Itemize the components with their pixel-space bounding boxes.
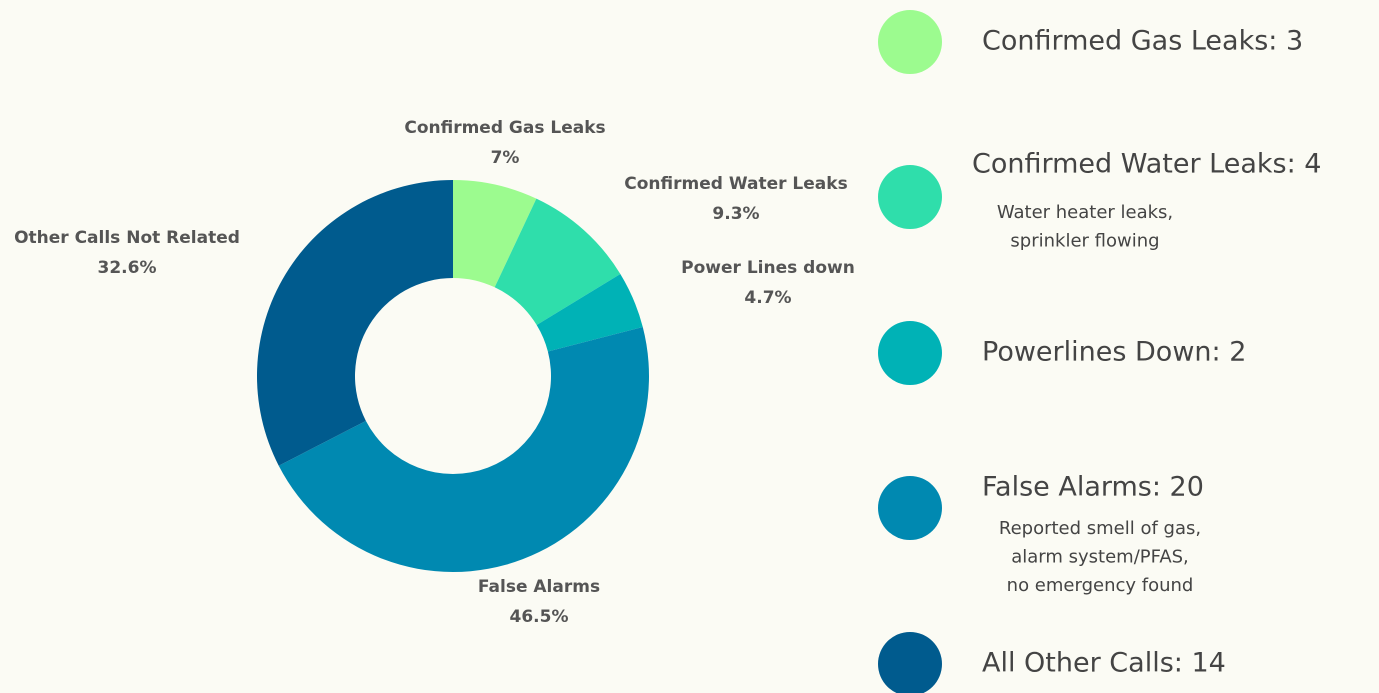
segment-value-label: 9.3% <box>712 204 759 224</box>
segment-label: Confirmed Gas Leaks <box>404 118 605 138</box>
segment-value-label: 32.6% <box>98 258 157 278</box>
legend-label: Powerlines Down: 2 <box>982 337 1246 368</box>
donut-segment <box>257 180 453 466</box>
legend-swatch <box>878 165 942 229</box>
legend-swatch <box>878 10 942 74</box>
legend-swatch <box>878 632 942 693</box>
legend-note: Water heater leaks, <box>997 202 1173 223</box>
legend-swatch <box>878 476 942 540</box>
segment-value-label: 46.5% <box>510 607 569 627</box>
segment-value-label: 7% <box>491 148 520 168</box>
legend-note: no emergency found <box>1007 575 1194 596</box>
donut-segment <box>453 180 537 288</box>
segment-label: Power Lines down <box>681 258 855 278</box>
legend-label: All Other Calls: 14 <box>982 648 1226 679</box>
donut-segment <box>494 198 621 325</box>
legend-note: Reported smell of gas, <box>999 518 1201 539</box>
segment-label: Other Calls Not Related <box>14 228 240 248</box>
legend-note: sprinkler flowing <box>1010 231 1159 252</box>
donut-segment <box>278 327 650 572</box>
legend-label: False Alarms: 20 <box>982 472 1204 503</box>
legend-label: Confirmed Gas Leaks: 3 <box>982 26 1303 57</box>
legend-swatch <box>878 321 942 385</box>
legend-note: alarm system/PFAS, <box>1011 547 1189 568</box>
segment-label: False Alarms <box>478 577 600 597</box>
segment-value-label: 4.7% <box>744 288 791 308</box>
legend-label: Confirmed Water Leaks: 4 <box>972 149 1321 180</box>
segment-label: Confirmed Water Leaks <box>624 174 847 194</box>
donut-segment <box>536 273 643 352</box>
